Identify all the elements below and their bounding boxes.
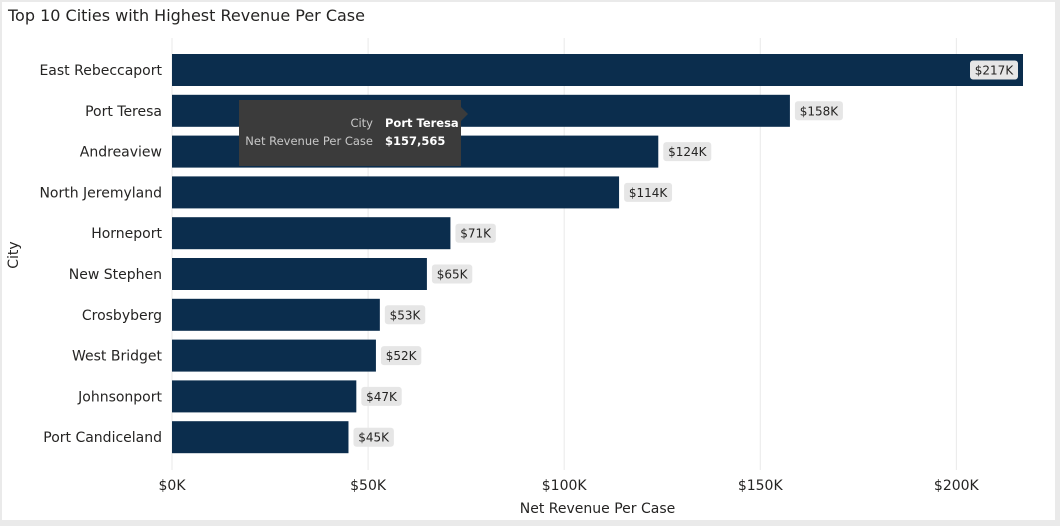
x-tick-label: $50K (350, 478, 387, 494)
bar[interactable] (172, 54, 1023, 86)
bar[interactable] (172, 217, 451, 250)
data-label-background (384, 305, 426, 325)
tooltip: City Port Teresa Net Revenue Per Case $1… (239, 100, 468, 166)
tooltip-metric-key: Net Revenue Per Case (245, 134, 373, 148)
data-label: $53K (390, 308, 422, 322)
bar[interactable] (172, 339, 376, 372)
bar[interactable] (172, 298, 380, 331)
chart-title: Top 10 Cities with Highest Revenue Per C… (8, 6, 365, 25)
data-label-background (794, 101, 843, 121)
bar[interactable] (172, 258, 427, 290)
data-label: $47K (366, 390, 398, 404)
bar[interactable] (172, 380, 357, 413)
y-tick-label: East Rebeccaport (39, 63, 162, 79)
data-label-background (361, 386, 402, 406)
bar-chart: $217K $158K $124K $114K $71K $65K $53K $52K $47K… (6, 38, 1023, 517)
tooltip-city-value: Port Teresa (385, 116, 459, 130)
y-tick-label: New Stephen (69, 267, 162, 283)
data-label-background (353, 427, 394, 447)
tooltip-row-city: City Port Teresa (239, 115, 461, 131)
y-tick-label: Port Candiceland (43, 430, 162, 446)
y-tick-label: Horneport (91, 226, 162, 242)
x-tick-label: $150K (738, 478, 784, 494)
x-axis-labels: $0K $50K $100K $150K $200K (159, 478, 980, 494)
data-label-background (624, 182, 673, 202)
tooltip-arrow (461, 107, 468, 121)
chart-visual: Top 10 Cities with Highest Revenue Per C… (2, 2, 1055, 520)
y-tick-label: North Jeremyland (39, 185, 162, 201)
y-tick-label: Crosbyberg (82, 308, 162, 324)
x-axis-title: Net Revenue Per Case (520, 501, 675, 517)
data-label-background (431, 264, 473, 284)
data-label: $52K (386, 349, 418, 363)
data-label: $217K (975, 64, 1015, 78)
data-labels: $217K $158K $124K $114K $71K $65K $53K $52K $47K… (353, 60, 1018, 447)
data-label-background (970, 60, 1018, 80)
data-label: $71K (460, 227, 492, 241)
bar[interactable] (172, 421, 349, 454)
y-tick-label: Port Teresa (85, 104, 162, 120)
data-label: $158K (800, 104, 840, 118)
y-tick-label: Johnsonport (77, 389, 162, 405)
bar[interactable] (172, 176, 620, 209)
y-axis-title: City (6, 241, 22, 268)
tooltip-city-key: City (350, 116, 373, 130)
data-label-background (380, 346, 422, 366)
y-tick-label: West Bridget (72, 349, 163, 365)
x-tick-label: $100K (542, 478, 588, 494)
data-label-background (455, 223, 496, 243)
y-axis-labels: East Rebeccaport Port Teresa Andreaview Nor… (39, 63, 162, 446)
data-label: $124K (668, 145, 708, 159)
data-label: $45K (358, 431, 390, 445)
x-tick-label: $0K (159, 478, 187, 494)
tooltip-metric-value: $157,565 (385, 134, 446, 148)
data-label-background (663, 142, 712, 162)
data-label: $114K (629, 186, 669, 200)
data-label: $65K (437, 268, 469, 282)
y-tick-label: Andreaview (80, 145, 162, 161)
x-tick-label: $200K (934, 478, 980, 494)
tooltip-row-metric: Net Revenue Per Case $157,565 (239, 133, 461, 149)
